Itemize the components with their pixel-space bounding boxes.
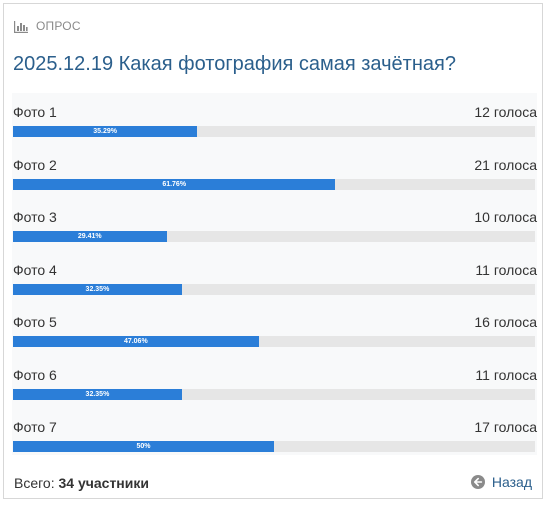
option-votes: 17 голоса <box>474 419 537 435</box>
option-votes: 11 голоса <box>475 262 537 278</box>
option-bar-track: 29.41% <box>13 231 535 242</box>
option-name: Фото 1 <box>13 104 57 120</box>
poll-option: Фото 6 11 голоса 32.35% <box>12 362 537 402</box>
option-bar-fill: 61.76% <box>13 179 336 190</box>
option-name: Фото 7 <box>13 419 57 435</box>
poll-option: Фото 2 21 голоса 61.76% <box>12 152 537 192</box>
option-bar-fill: 32.35% <box>13 389 182 400</box>
option-bar-fill: 50% <box>13 441 274 452</box>
option-bar-fill: 35.29% <box>13 126 198 137</box>
option-bar-fill: 47.06% <box>13 336 259 347</box>
option-percent: 29.41% <box>77 233 102 240</box>
option-votes: 21 голоса <box>474 157 537 173</box>
poll-total: Всего: 34 участники <box>14 475 149 491</box>
option-bar-fill: 29.41% <box>13 231 167 242</box>
option-percent: 50% <box>136 443 151 450</box>
option-percent: 47.06% <box>123 338 148 345</box>
poll-option: Фото 7 17 голоса 50% <box>12 414 537 454</box>
poll-header-label: ОПРОС <box>36 19 81 33</box>
total-label: Всего: <box>14 475 55 491</box>
option-bar-track: 32.35% <box>13 389 535 400</box>
poll-option: Фото 5 16 голоса 47.06% <box>12 309 537 349</box>
option-bar-track: 50% <box>13 441 535 452</box>
option-percent: 32.35% <box>85 391 110 398</box>
back-label: Назад <box>491 474 532 490</box>
option-bar-track: 32.35% <box>13 284 535 295</box>
poll-option: Фото 4 11 голоса 32.35% <box>12 257 537 297</box>
option-votes: 11 голоса <box>475 367 537 383</box>
back-button[interactable]: Назад <box>470 474 532 490</box>
option-bar-fill: 32.35% <box>13 284 182 295</box>
poll-header: ОПРОС <box>14 18 81 34</box>
option-bar-track: 47.06% <box>13 336 535 347</box>
bar-chart-icon <box>14 20 28 33</box>
option-name: Фото 5 <box>13 314 57 330</box>
option-bar-track: 61.76% <box>13 179 535 190</box>
poll-card: ОПРОС 2025.12.19 Какая фотография самая … <box>3 3 543 499</box>
option-name: Фото 4 <box>13 262 57 278</box>
poll-option: Фото 1 12 голоса 35.29% <box>12 99 537 139</box>
option-votes: 12 голоса <box>474 104 537 120</box>
option-name: Фото 3 <box>13 209 57 225</box>
option-votes: 10 голоса <box>474 209 537 225</box>
total-value: 34 участники <box>58 475 149 491</box>
option-percent: 32.35% <box>85 286 110 293</box>
option-percent: 61.76% <box>162 181 187 188</box>
option-bar-track: 35.29% <box>13 126 535 137</box>
option-percent: 35.29% <box>93 128 117 135</box>
option-votes: 16 голоса <box>474 314 537 330</box>
poll-title: 2025.12.19 Какая фотография самая зачётн… <box>13 53 456 75</box>
arrow-left-circle-icon <box>470 475 485 489</box>
option-name: Фото 2 <box>13 157 57 173</box>
option-name: Фото 6 <box>13 367 57 383</box>
poll-options-panel: Фото 1 12 голоса 35.29% Фото 2 21 голоса… <box>12 93 537 455</box>
poll-option: Фото 3 10 голоса 29.41% <box>12 204 537 244</box>
